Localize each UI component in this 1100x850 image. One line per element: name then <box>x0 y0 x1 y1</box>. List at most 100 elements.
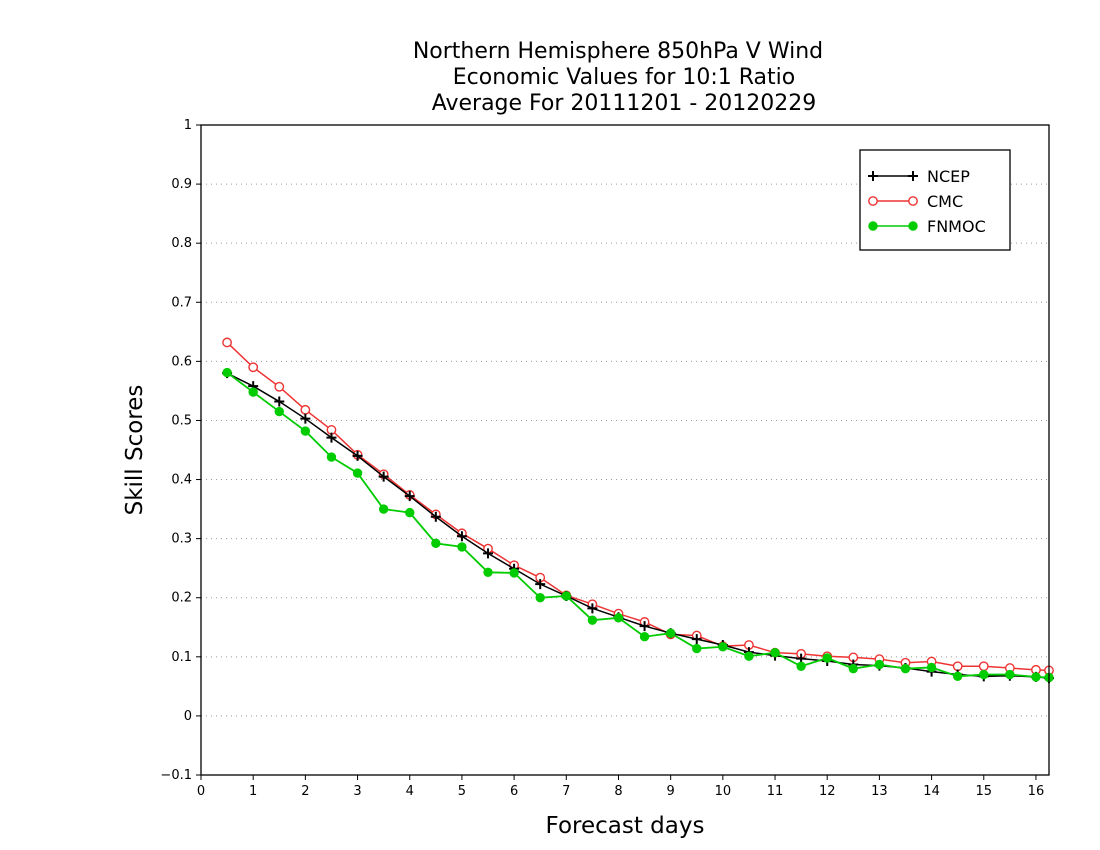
title-line-1: Northern Hemisphere 850hPa V Wind <box>413 39 823 64</box>
series-ncep <box>222 368 1054 684</box>
series-line <box>226 341 1050 672</box>
data-point <box>222 337 232 348</box>
data-point <box>900 663 911 674</box>
data-point <box>405 507 415 518</box>
data-point <box>952 661 963 672</box>
data-point <box>274 406 284 417</box>
x-tick-label: 16 <box>1028 784 1045 799</box>
legend-label: FNMOC <box>927 217 986 236</box>
x-tick-label: 13 <box>871 784 888 799</box>
data-point <box>770 647 780 658</box>
data-point <box>378 504 389 514</box>
y-tick-label: 0 <box>184 709 192 724</box>
data-point <box>874 659 885 670</box>
data-point <box>848 663 859 674</box>
data-point <box>431 538 441 549</box>
series-line <box>226 371 1050 679</box>
data-point <box>1005 669 1015 680</box>
y-tick-label: 0.1 <box>171 650 192 665</box>
x-tick-label: 7 <box>562 784 570 799</box>
y-tick-label: 0.2 <box>171 591 192 606</box>
data-point <box>979 669 989 680</box>
data-point <box>352 450 363 461</box>
data-point <box>483 567 493 578</box>
y-tick-label: −0.1 <box>160 768 192 783</box>
y-axis-ticks: −0.1 0 0.1 0.2 0.3 0.4 0.5 0.6 0.7 0.8 0.9 1 <box>160 118 201 783</box>
series-layer <box>222 337 1054 684</box>
y-axis-label: Skill Scores <box>122 385 148 516</box>
y-tick-label: 0.6 <box>171 354 192 369</box>
data-point <box>718 642 728 652</box>
data-point <box>509 568 519 578</box>
data-point <box>483 548 494 559</box>
x-tick-label: 1 <box>249 784 257 799</box>
data-point <box>535 593 545 603</box>
plot-frame <box>200 124 1050 776</box>
y-tick-label: 1 <box>184 118 192 133</box>
x-tick-label: 14 <box>923 784 940 799</box>
data-point <box>352 468 363 478</box>
data-point <box>868 221 878 231</box>
data-point <box>692 643 702 654</box>
data-point <box>378 471 389 482</box>
x-axis-label: Forecast days <box>546 813 705 839</box>
data-point <box>952 671 963 682</box>
x-tick-label: 4 <box>406 784 414 799</box>
data-point <box>274 396 285 407</box>
data-point <box>404 491 415 502</box>
x-tick-label: 8 <box>614 784 622 799</box>
y-tick-label: 0.5 <box>171 413 192 428</box>
data-point <box>908 221 918 231</box>
y-tick-label: 0.4 <box>171 473 192 488</box>
data-point <box>300 413 311 424</box>
grid-lines <box>201 183 1049 717</box>
y-tick-label: 0.3 <box>171 532 192 547</box>
legend: NCEP CMC FNMOC <box>859 149 1011 251</box>
data-point <box>587 615 598 625</box>
series-fnmoc <box>222 367 1054 683</box>
x-tick-label: 3 <box>353 784 361 799</box>
title-line-2: Economic Values for 10:1 Ratio <box>453 65 795 90</box>
x-tick-label: 9 <box>667 784 675 799</box>
chart-title: Northern Hemisphere 850hPa V Wind Econom… <box>413 39 823 116</box>
x-tick-label: 0 <box>197 784 205 799</box>
data-point <box>926 662 937 673</box>
data-point <box>868 196 878 206</box>
legend-entry-fnmoc: FNMOC <box>868 217 986 236</box>
data-point <box>457 542 467 552</box>
data-point <box>300 404 311 415</box>
x-tick-label: 11 <box>767 784 784 799</box>
data-point <box>744 651 754 661</box>
legend-label: CMC <box>927 192 963 211</box>
data-point <box>248 362 259 373</box>
data-point <box>300 426 311 436</box>
data-point <box>639 621 650 632</box>
data-point <box>561 591 571 601</box>
legend-box <box>859 149 1011 251</box>
x-tick-label: 15 <box>975 784 992 799</box>
y-tick-label: 0.8 <box>171 236 192 251</box>
y-tick-label: 0.9 <box>171 177 192 192</box>
data-point <box>978 661 989 672</box>
data-point <box>248 387 258 397</box>
x-tick-label: 10 <box>715 784 732 799</box>
x-tick-label: 6 <box>510 784 518 799</box>
data-point <box>796 661 806 671</box>
x-axis-ticks: 0 1 2 3 4 5 6 7 8 9 10 11 12 13 14 15 16 <box>197 775 1044 799</box>
legend-entry-ncep: NCEP <box>868 167 970 186</box>
data-point <box>535 579 546 590</box>
data-point <box>908 171 918 181</box>
legend-items: NCEP CMC FNMOC <box>868 167 986 236</box>
legend-label: NCEP <box>927 167 970 186</box>
data-point <box>430 511 441 522</box>
legend-entry-cmc: CMC <box>868 192 963 211</box>
x-tick-label: 12 <box>819 784 836 799</box>
data-point <box>639 632 650 642</box>
data-point <box>456 531 467 542</box>
x-tick-label: 5 <box>458 784 466 799</box>
x-tick-label: 2 <box>301 784 309 799</box>
data-point <box>613 613 624 623</box>
data-point <box>908 196 918 206</box>
data-point <box>1031 672 1041 682</box>
